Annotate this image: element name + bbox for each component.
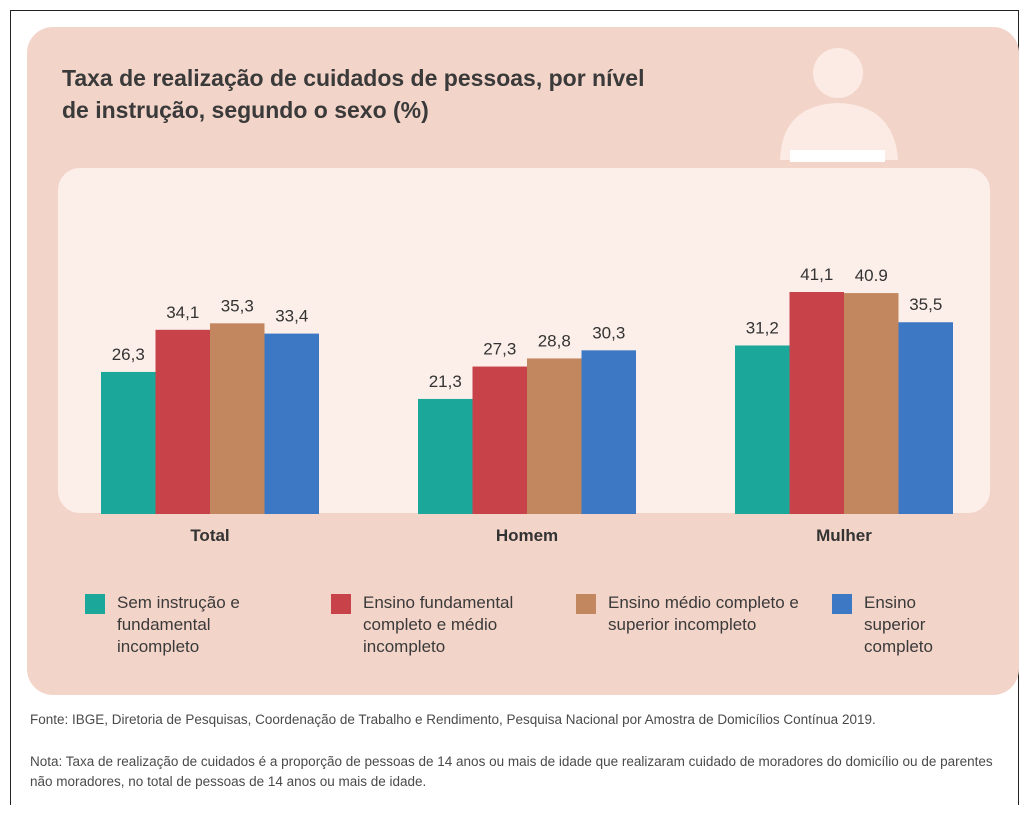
value-label: 27,3 [483,340,516,359]
bar [527,358,582,514]
value-label: 21,3 [429,372,462,391]
bar [735,345,790,514]
value-label: 30,3 [592,323,625,342]
source: Fonte: IBGE, Diretoria de Pesquisas, Coo… [30,712,876,727]
bar [844,293,899,514]
legend-swatch [832,594,852,614]
bar [264,333,319,514]
value-label: 33,4 [275,307,308,326]
person-icon [780,48,898,162]
bar [418,398,473,514]
value-label: 31,2 [746,318,779,337]
bar [789,292,844,514]
legend-swatch [85,594,105,614]
legend-swatch [331,594,351,614]
bar [472,366,527,514]
value-label: 35,5 [909,295,942,314]
value-label: 35,3 [221,296,254,315]
value-label: 26,3 [112,345,145,364]
value-label: 34,1 [166,303,199,322]
value-label: 41,1 [800,265,833,284]
x-tick-label: Homem [496,526,558,545]
legend-swatch [576,594,596,614]
value-label: 28,8 [538,331,571,350]
chart-title: Taxa de realização de cuidados de pessoa… [62,65,645,123]
note: Nota: Taxa de realização de cuidados é a… [30,754,993,789]
legend-label: Ensino médio completo e superior incompl… [608,593,799,634]
legend-label: Sem instrução e fundamental incompleto [117,593,240,656]
x-tick-label: Total [190,526,229,545]
bar [898,322,953,514]
bar [210,323,265,514]
legend-label: Ensino fundamental completo e médio inco… [363,593,514,656]
legend-label: Ensino superior completo [864,593,933,656]
x-tick-label: Mulher [816,526,872,545]
value-label: 40.9 [855,266,888,285]
bar [155,329,210,514]
bar [581,350,636,514]
bar [101,371,156,514]
